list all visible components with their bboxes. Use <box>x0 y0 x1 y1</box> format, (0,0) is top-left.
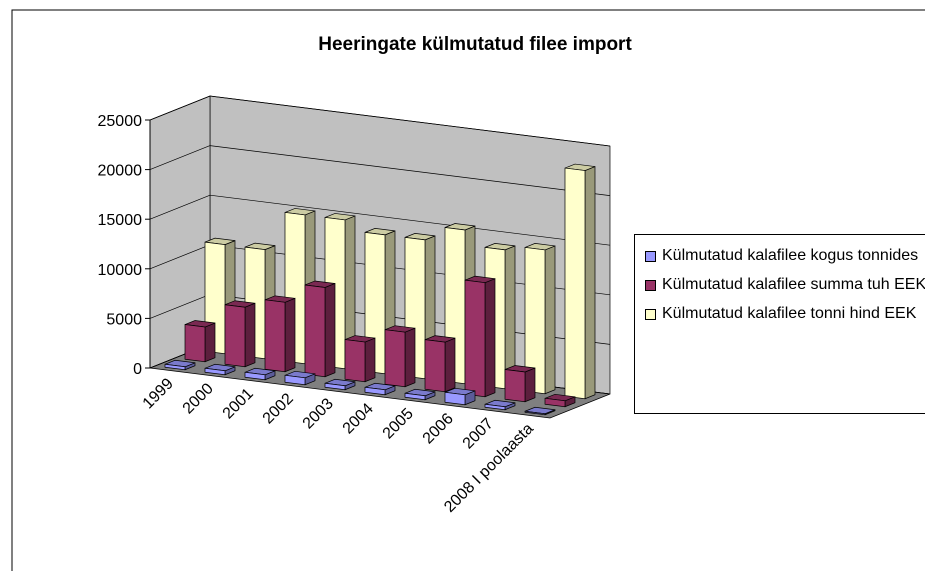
grid-line <box>209 145 611 196</box>
bar <box>304 284 326 378</box>
bar <box>404 392 426 401</box>
bar-side <box>364 337 376 383</box>
bar <box>184 324 206 363</box>
legend-item: Külmutatud kalafilee summa tuh EEK <box>641 274 925 295</box>
bar <box>384 329 406 388</box>
y-tick-label: 10000 <box>98 262 143 279</box>
bar <box>504 369 526 403</box>
y-tick-label: 0 <box>133 361 142 378</box>
bar <box>544 397 566 408</box>
legend-item: Külmutatud kalafilee tonni hind EEK <box>641 303 925 324</box>
bar-side <box>524 367 536 403</box>
legend-swatch <box>645 251 656 262</box>
bar <box>164 363 186 371</box>
y-tick-label: 15000 <box>98 212 143 229</box>
y-tick-label: 5000 <box>106 311 142 328</box>
bar <box>444 391 466 406</box>
legend-label: Külmutatud kalafilee kogus tonnides <box>662 247 919 264</box>
bar <box>524 247 546 395</box>
bar-side <box>204 322 216 363</box>
legend-swatch <box>645 280 656 291</box>
bar <box>364 386 386 396</box>
legend-swatch <box>645 309 656 320</box>
bar <box>564 167 586 400</box>
bar <box>464 279 486 398</box>
bar-side <box>244 302 256 368</box>
bar-side <box>544 245 556 395</box>
bar <box>484 403 506 411</box>
bar <box>344 339 366 383</box>
grid-line <box>149 244 211 270</box>
bar-side <box>324 282 336 378</box>
bar-side <box>404 327 416 388</box>
bar <box>324 382 346 391</box>
y-tick-label: 20000 <box>98 163 143 180</box>
bar <box>424 339 446 393</box>
bar-side <box>484 278 496 398</box>
bar <box>524 410 546 416</box>
bar <box>284 374 306 386</box>
chart-title: Heeringate külmutatud filee import <box>318 34 632 55</box>
bar <box>244 371 266 381</box>
grid-line <box>149 95 211 121</box>
bar <box>264 299 286 373</box>
y-tick-label: 25000 <box>98 113 143 130</box>
bar-side <box>584 166 596 400</box>
bar-side <box>284 297 296 373</box>
bar-side <box>444 337 456 393</box>
legend-label: Külmutatud kalafilee tonni hind EEK <box>662 305 917 322</box>
grid-line <box>149 294 211 319</box>
grid-line <box>209 194 611 246</box>
legend: Külmutatud kalafilee kogus tonnides Külmu… <box>634 234 925 414</box>
legend-item: Külmutatud kalafilee kogus tonnides <box>641 245 925 266</box>
bar <box>224 304 246 368</box>
grid-line <box>149 194 211 220</box>
legend-label: Külmutatud kalafilee summa tuh EEK <box>662 276 925 293</box>
grid-line <box>209 95 611 147</box>
bar <box>204 367 226 376</box>
grid-line <box>149 145 211 170</box>
